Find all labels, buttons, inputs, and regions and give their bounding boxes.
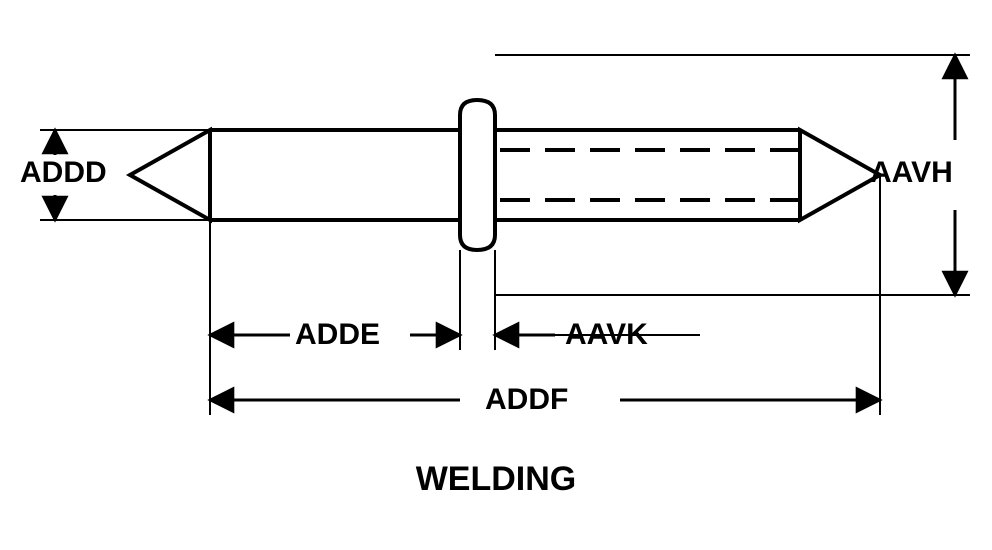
label-addd: ADDD (20, 156, 107, 190)
right-cone (800, 130, 880, 220)
left-cone (130, 130, 210, 220)
diagram-title: WELDING (0, 460, 992, 499)
label-addf: ADDF (485, 383, 568, 417)
label-aavk: AAVK (565, 318, 648, 352)
label-aavh: AAVH (870, 156, 953, 190)
diagram-container: ADDD AAVH ADDE AAVK ADDF WELDING (0, 0, 992, 550)
collar (460, 100, 495, 250)
label-adde: ADDE (295, 318, 380, 352)
shank-outline (210, 130, 460, 220)
thread-outline (495, 130, 800, 220)
